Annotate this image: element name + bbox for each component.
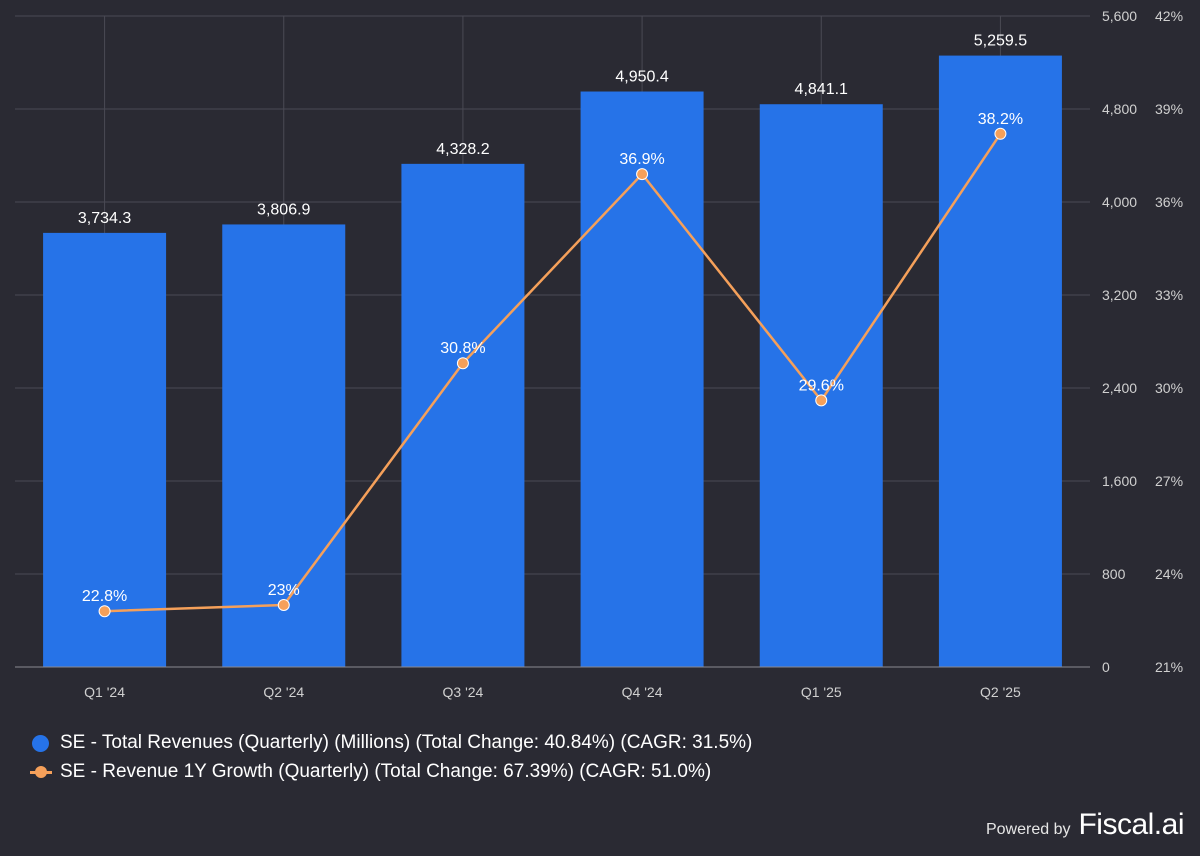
bar-value-label: 4,950.4: [615, 69, 668, 86]
bar: [222, 224, 346, 667]
line-point: [456, 357, 469, 370]
bar-value-label: 5,259.5: [974, 33, 1027, 50]
y-axis-left-tick-label: 4,000: [1102, 194, 1137, 210]
line-point: [98, 605, 111, 618]
bar: [938, 55, 1062, 667]
y-axis-right-tick-label: 36%: [1155, 194, 1183, 210]
y-axis-right-tick-label: 27%: [1155, 473, 1183, 489]
line-point: [636, 168, 649, 181]
y-axis-left-tick-label: 800: [1102, 566, 1126, 582]
bar: [401, 163, 525, 668]
bar-value-label: 3,734.3: [78, 210, 131, 227]
x-axis-tick-label: Q1 '25: [801, 684, 842, 700]
y-axis-right-tick-label: 30%: [1155, 380, 1183, 396]
line-value-label: 22.8%: [82, 588, 127, 605]
y-axis-left-tick-label: 2,400: [1102, 380, 1137, 396]
legend-bar-swatch-icon: [30, 733, 52, 753]
y-axis-right-tick-label: 42%: [1155, 8, 1183, 24]
y-axis-right-tick-label: 24%: [1155, 566, 1183, 582]
bar-value-label: 3,806.9: [257, 201, 310, 218]
y-axis-left-tick-label: 5,600: [1102, 8, 1137, 24]
x-axis-tick-label: Q2 '24: [263, 684, 304, 700]
legend-item-revenue[interactable]: SE - Total Revenues (Quarterly) (Million…: [30, 728, 752, 757]
x-axis-tick-label: Q2 '25: [980, 684, 1021, 700]
line-point: [277, 599, 290, 611]
x-axis-tick-label: Q3 '24: [443, 684, 484, 700]
y-axis-right-tick-label: 33%: [1155, 287, 1183, 303]
y-axis-right-tick-label: 21%: [1155, 659, 1183, 675]
legend-label-revenue: SE - Total Revenues (Quarterly) (Million…: [60, 731, 753, 753]
legend-label-growth: SE - Revenue 1Y Growth (Quarterly) (Tota…: [60, 760, 712, 782]
bar-value-label: 4,328.2: [436, 141, 489, 158]
x-axis-tick-label: Q4 '24: [622, 684, 663, 700]
bar-value-label: 4,841.1: [795, 81, 848, 98]
powered-by-label: Powered by: [985, 821, 1071, 838]
line-value-label: 30.8%: [440, 340, 485, 357]
line-value-label: 38.2%: [978, 111, 1023, 128]
y-axis-left-tick-label: 4,800: [1102, 101, 1137, 117]
growth-series-line: [104, 133, 1002, 613]
x-axis-tick-label: Q1 '24: [84, 684, 125, 700]
brand-logo: Fiscal.ai: [1078, 808, 1184, 841]
bar: [759, 104, 883, 668]
y-axis-right-tick-label: 39%: [1155, 101, 1183, 117]
y-axis-left-tick-label: 3,200: [1102, 287, 1137, 303]
bar: [43, 232, 167, 667]
line-point: [994, 127, 1007, 140]
line-value-label: 29.6%: [799, 377, 844, 394]
line-point: [815, 394, 828, 407]
bar: [580, 91, 704, 668]
legend-item-growth[interactable]: SE - Revenue 1Y Growth (Quarterly) (Tota…: [30, 757, 752, 786]
y-axis-left-tick-label: 0: [1102, 659, 1110, 675]
y-axis-left-tick-label: 1,600: [1102, 473, 1137, 489]
line-value-label: 36.9%: [619, 151, 664, 168]
line-value-label: 23%: [268, 582, 300, 599]
legend-line-swatch-icon: [30, 762, 52, 782]
powered-by[interactable]: Powered by Fiscal.ai: [985, 808, 1185, 842]
legend: SE - Total Revenues (Quarterly) (Million…: [30, 728, 752, 786]
